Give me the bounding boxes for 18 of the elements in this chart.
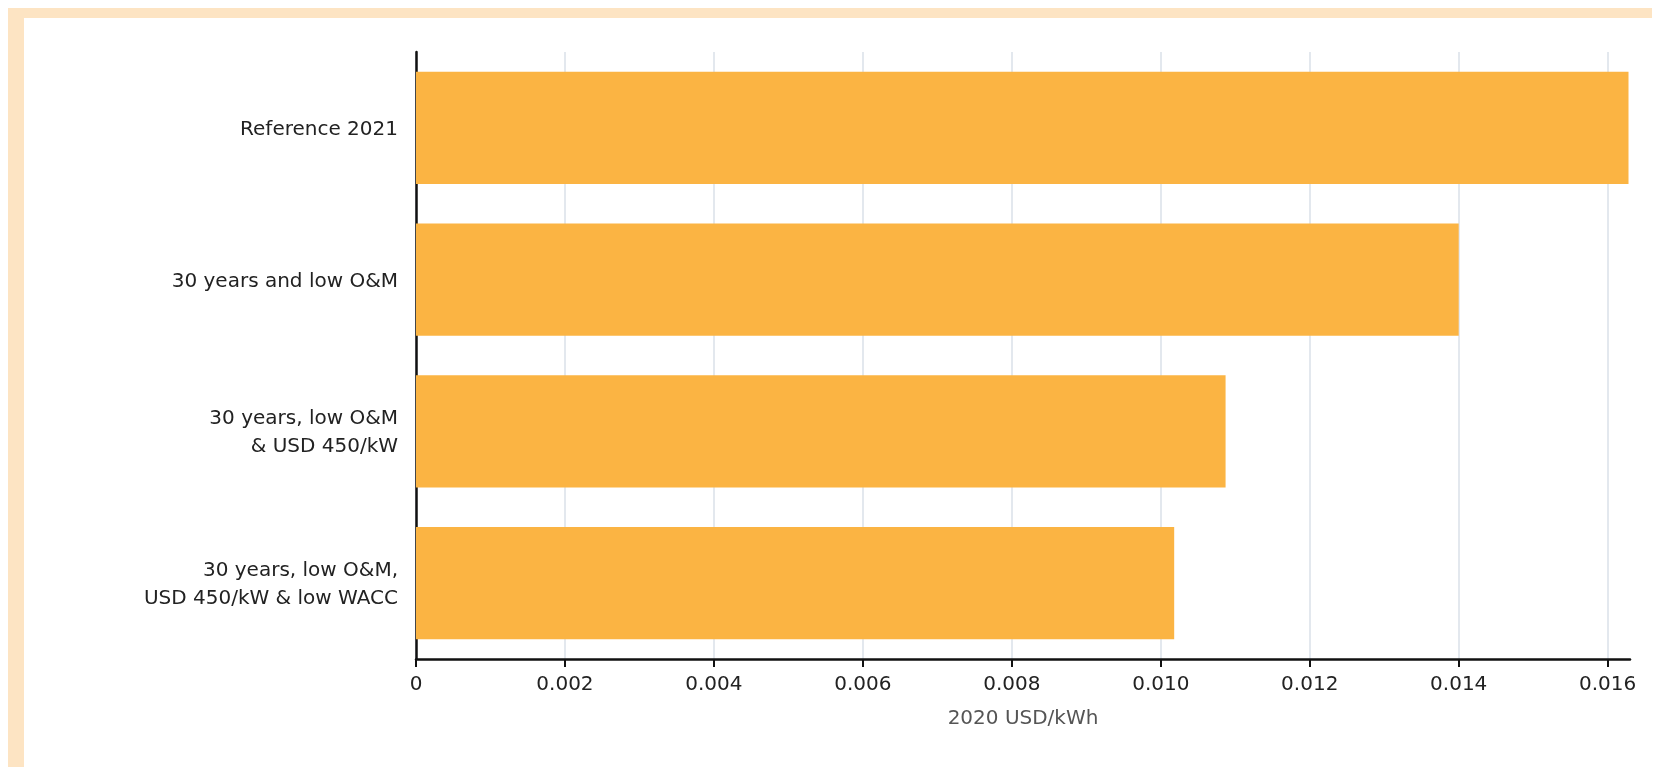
y-tick-label: Reference 2021	[240, 115, 398, 140]
x-tick-label: 0.012	[1281, 671, 1339, 695]
x-tick-label: 0.006	[834, 671, 892, 695]
x-tick-label: 0.008	[983, 671, 1041, 695]
x-tick-label: 0.002	[536, 671, 594, 695]
x-axis-title: 2020 USD/kWh	[947, 705, 1099, 729]
x-tick-label: 0.004	[685, 671, 743, 695]
x-tick-label: 0	[409, 671, 423, 695]
y-tick-label: 30 years and low O&M	[171, 267, 398, 292]
x-tick-label: 0.016	[1579, 671, 1637, 695]
bar	[416, 375, 1226, 488]
bar	[416, 71, 1629, 185]
bar	[416, 526, 1175, 640]
y-tick-label: 30 years, low O&M & USD 450/kW	[209, 405, 399, 458]
x-tick-label: 0.014	[1430, 671, 1488, 695]
bar	[416, 223, 1459, 336]
x-tick-label: 0.010	[1132, 671, 1190, 695]
y-tick-label: 30 years, low O&M, USD 450/kW & low WACC	[143, 557, 398, 610]
